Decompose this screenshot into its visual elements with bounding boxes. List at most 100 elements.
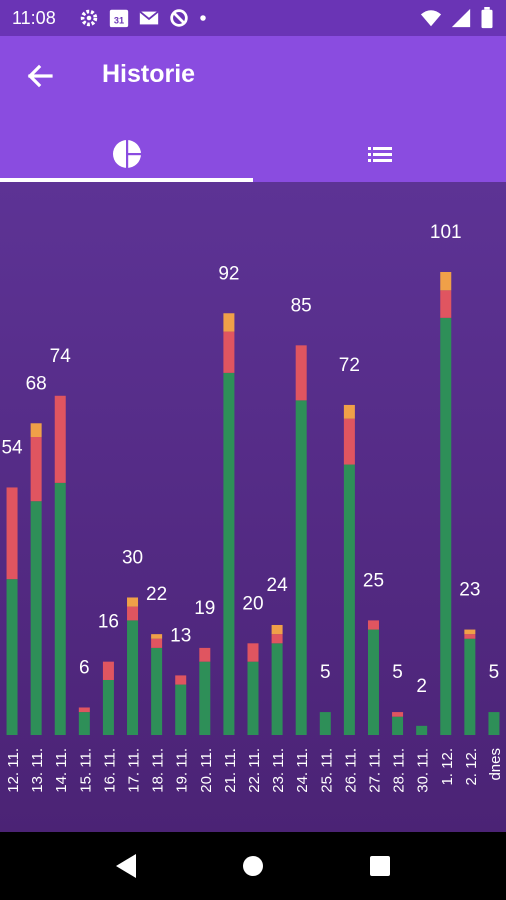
bar-17-seg-0 (416, 725, 428, 735)
bar-6-seg-1 (151, 638, 163, 648)
calendar-icon: 31 (109, 9, 129, 28)
bar-3-seg-1 (78, 707, 90, 713)
bar-2-seg-0 (54, 482, 66, 735)
bar-11-seg-0 (271, 643, 283, 735)
bar-14-seg-2 (343, 404, 355, 419)
x-tick-label: 30. 11. (415, 748, 432, 793)
nav-back-icon[interactable] (114, 852, 138, 880)
bar-1-seg-0 (30, 501, 42, 735)
bar-1-seg-2 (30, 423, 42, 438)
x-tick-label: 28. 11. (391, 748, 408, 793)
tab-list[interactable] (253, 126, 506, 182)
pie-chart-icon (112, 139, 142, 169)
list-icon (367, 147, 392, 162)
status-bar: 11:08 31 (0, 0, 506, 36)
bar-value-label: 13 (170, 625, 191, 646)
bar-15-seg-0 (367, 629, 379, 735)
bar-11-seg-2 (271, 624, 283, 635)
tab-chart[interactable] (0, 126, 253, 182)
bar-value-label: 16 (98, 612, 119, 633)
bar-10-seg-1 (247, 643, 259, 662)
bar-16-seg-0 (392, 716, 404, 735)
bar-8-seg-1 (199, 647, 211, 662)
bar-value-label: 19 (194, 598, 215, 619)
x-tick-label: 22. 11. (246, 748, 263, 793)
bar-value-label: 20 (242, 593, 263, 614)
bar-10-seg-0 (247, 661, 259, 735)
bar-value-label: 23 (459, 580, 480, 601)
bar-3-seg-0 (78, 712, 90, 735)
bar-19-seg-1 (464, 634, 476, 639)
bar-value-label: 101 (430, 222, 462, 243)
sync-icon (170, 9, 188, 27)
bar-value-label: 68 (26, 373, 47, 394)
bar-value-label: 74 (50, 346, 72, 367)
bar-6-seg-0 (151, 647, 163, 735)
x-tick-label: 16. 11. (101, 748, 118, 793)
nav-home-icon[interactable] (243, 856, 263, 876)
gmail-icon (139, 10, 159, 25)
nav-recent-icon[interactable] (370, 856, 390, 876)
bar-4-seg-1 (102, 661, 114, 680)
bar-value-label: 92 (218, 263, 239, 284)
page-title: Historie (102, 60, 196, 88)
bar-value-label: 24 (267, 575, 289, 596)
bar-value-label: 2 (416, 676, 427, 697)
x-tick-label: 25. 11. (318, 748, 335, 793)
bar-value-label: 22 (146, 584, 167, 605)
bar-8-seg-0 (199, 661, 211, 735)
signal-icon (451, 8, 471, 28)
x-tick-label: 27. 11. (366, 748, 383, 793)
status-time: 11:08 (12, 8, 56, 28)
bar-0-seg-0 (6, 579, 18, 735)
x-tick-label: dnes (487, 748, 504, 781)
x-tick-label: 14. 11. (53, 748, 70, 793)
bar-value-label: 54 (1, 437, 23, 458)
bar-6-seg-2 (151, 634, 163, 639)
bar-16-seg-1 (392, 712, 404, 717)
bar-11-seg-1 (271, 634, 283, 644)
x-tick-label: 26. 11. (342, 748, 359, 793)
bar-7-seg-1 (175, 675, 187, 685)
x-tick-label: 23. 11. (270, 748, 287, 793)
bar-9-seg-2 (223, 313, 235, 332)
bar-value-label: 5 (320, 662, 331, 683)
bar-5-seg-2 (127, 597, 139, 607)
x-tick-label: 1. 12. (439, 748, 456, 786)
bar-18-seg-1 (440, 290, 452, 318)
back-button[interactable] (24, 60, 56, 92)
arrow-back-icon (27, 64, 53, 88)
x-tick-label: 20. 11. (198, 748, 215, 793)
wifi-icon (420, 10, 442, 27)
bar-9-seg-0 (223, 372, 235, 735)
x-tick-label: 15. 11. (77, 748, 94, 793)
bar-20-seg-0 (488, 712, 500, 735)
tab-indicator (0, 178, 253, 182)
app-bar: Historie (0, 36, 506, 182)
bar-14-seg-0 (343, 464, 355, 735)
status-icons-left: 31 (78, 6, 208, 30)
bar-5-seg-0 (127, 620, 139, 735)
x-tick-label: 21. 11. (222, 748, 239, 793)
history-bar-chart: 54 12. 11. 68 13. 11. 74 14. 11. 6 15. 11. 16 16.… (1, 222, 504, 793)
bar-18-seg-0 (440, 317, 452, 735)
bar-value-label: 6 (79, 657, 90, 678)
bar-value-label: 85 (291, 295, 312, 316)
x-tick-label: 12. 11. (5, 748, 22, 793)
bar-value-label: 72 (339, 355, 360, 376)
bar-value-label: 30 (122, 547, 143, 568)
x-tick-label: 13. 11. (29, 748, 46, 793)
bar-value-label: 25 (363, 570, 384, 591)
bar-value-label: 5 (489, 662, 500, 683)
bar-15-seg-1 (367, 620, 379, 630)
bar-2-seg-1 (54, 395, 66, 483)
bar-value-label: 5 (392, 662, 403, 683)
dot-icon (200, 15, 206, 21)
bar-13-seg-0 (319, 712, 331, 735)
gear-icon (80, 9, 98, 27)
bar-19-seg-0 (464, 638, 476, 735)
bar-12-seg-1 (295, 345, 307, 401)
calendar-day: 31 (114, 16, 124, 26)
bar-19-seg-2 (464, 629, 476, 635)
